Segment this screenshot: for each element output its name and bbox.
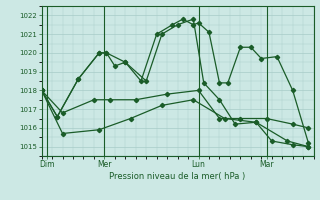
X-axis label: Pression niveau de la mer( hPa ): Pression niveau de la mer( hPa ) — [109, 172, 246, 181]
